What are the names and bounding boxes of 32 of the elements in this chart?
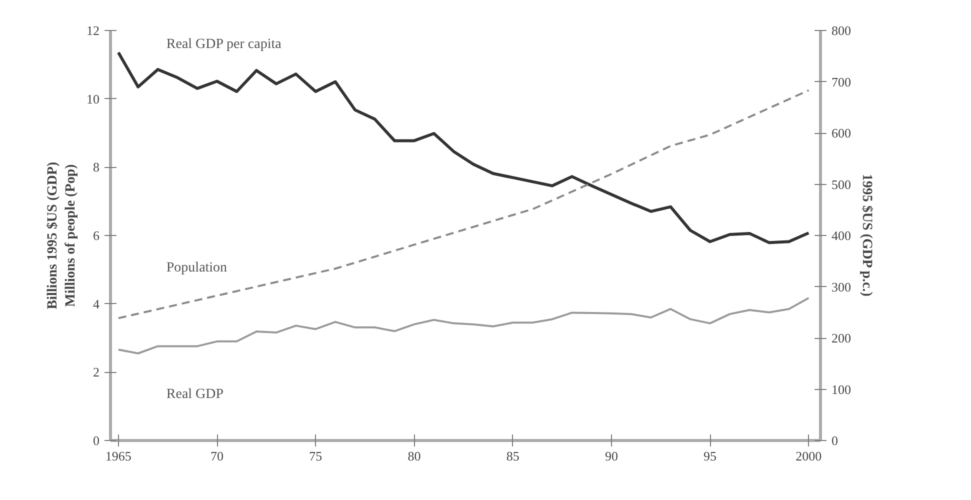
x-tick-label: 2000 <box>796 448 822 464</box>
x-tick-label: 80 <box>408 448 421 464</box>
line-series <box>116 51 810 244</box>
x-tick-label: 90 <box>604 448 618 464</box>
y-tick-label: 2 <box>93 364 100 380</box>
y2-tick-label: 300 <box>832 279 851 294</box>
y2-tick-label: 800 <box>832 23 851 38</box>
line-series <box>117 89 810 320</box>
x-tick-label: 75 <box>309 448 322 464</box>
x-tick-label: 85 <box>506 448 520 464</box>
y2-tick-label: 0 <box>832 433 838 448</box>
line-series <box>117 297 810 354</box>
text: Real GDP <box>166 387 224 402</box>
x-tick-label: 1965 <box>105 448 132 464</box>
y2-tick-label: 600 <box>832 126 851 140</box>
y-axis-title: Billions 1995 $US (GDP) Millions of people (Pop) <box>46 161 78 310</box>
series-label: Population <box>166 260 228 276</box>
y-tick-label: 12 <box>86 23 100 38</box>
y2-tick-label: 100 <box>832 382 851 397</box>
y-tick-label: 0 <box>93 433 100 448</box>
y-tick-label: 10 <box>86 91 100 106</box>
y2-axis-title: 1995 $US (GDP p.c.) <box>859 174 874 297</box>
y-tick-label: 8 <box>93 160 100 175</box>
series-label: Real GDP per capita <box>166 37 282 52</box>
y-tick-label: 4 <box>93 296 100 312</box>
x-tick-label: 95 <box>704 448 717 464</box>
y2-tick-label: 200 <box>832 330 851 346</box>
y-tick-label: 6 <box>93 228 100 243</box>
x-tick-label: 70 <box>210 448 224 464</box>
y2-tick-label: 500 <box>832 176 851 192</box>
y2-tick-label: 700 <box>832 74 851 90</box>
y2-tick-label: 400 <box>832 228 851 243</box>
